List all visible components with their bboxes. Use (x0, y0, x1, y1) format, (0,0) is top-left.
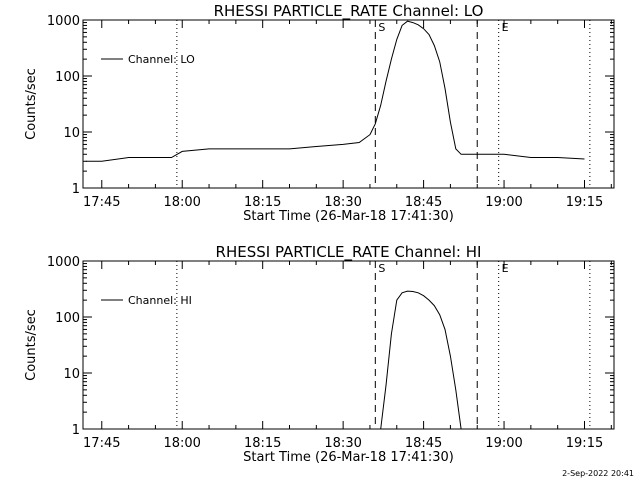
hi-xtick-label: 18:15 (244, 436, 281, 451)
lo-xtick-label: 18:30 (324, 195, 361, 210)
hi-xtick-label: 18:00 (163, 436, 200, 451)
lo-marker-label-s: S (378, 21, 385, 34)
lo-xtick-label: 18:15 (244, 195, 281, 210)
hi-xtick-label: 17:45 (83, 436, 120, 451)
hi-xtick-label: 19:00 (485, 436, 522, 451)
lo-marker-label-e: E (502, 21, 509, 34)
lo-xtick-label: 18:00 (163, 195, 200, 210)
hi-xtick-label: 19:15 (566, 436, 603, 451)
lo-ytick-label: 10 (63, 126, 80, 141)
hi-ytick-label: 1 (72, 423, 80, 438)
hi-ytick-label: 10 (63, 367, 80, 382)
lo-xtick-label: 17:45 (83, 195, 120, 210)
hi-yaxis-label: Counts/sec (24, 309, 39, 381)
hi-marker-label-e: E (502, 262, 509, 275)
hi-marker-label-s: S (378, 262, 385, 275)
lo-xaxis-label: Start Time (26-Mar-18 17:41:30) (243, 209, 454, 224)
lo-yaxis-label: Counts/sec (24, 68, 39, 140)
lo-chart-title: RHESSI PARTICLE_RATE Channel: LO (214, 2, 484, 21)
hi-series-line (380, 290, 462, 430)
lo-xtick-label: 19:15 (566, 195, 603, 210)
lo-ytick-label: 1000 (47, 14, 80, 29)
lo-channel-panel: RHESSI PARTICLE_RATE Channel: LO 17:45 18:… (24, 2, 615, 224)
hi-xtick-label: 18:30 (324, 436, 361, 451)
hi-legend-label: Channel: HI (128, 294, 192, 307)
lo-ytick-label: 1 (72, 182, 80, 197)
hi-plot-frame (82, 260, 615, 430)
lo-series-line (85, 20, 585, 162)
hi-ytick-label: 100 (55, 311, 80, 326)
lo-xtick-label: 19:00 (485, 195, 522, 210)
hi-xaxis-label: Start Time (26-Mar-18 17:41:30) (243, 450, 454, 465)
lo-ytick-label: 100 (55, 70, 80, 85)
hi-ytick-label: 1000 (47, 255, 80, 270)
lo-legend-label: Channel: LO (128, 53, 195, 66)
hi-xtick-label: 18:45 (405, 436, 442, 451)
hi-chart-title: RHESSI PARTICLE_RATE Channel: HI (216, 243, 482, 262)
lo-plot-frame (82, 19, 615, 189)
lo-xtick-label: 18:45 (405, 195, 442, 210)
hi-channel-panel: RHESSI PARTICLE_RATE Channel: HI 17:45 18:… (24, 243, 615, 465)
footer-timestamp: 2-Sep-2022 20:41 (562, 469, 634, 478)
